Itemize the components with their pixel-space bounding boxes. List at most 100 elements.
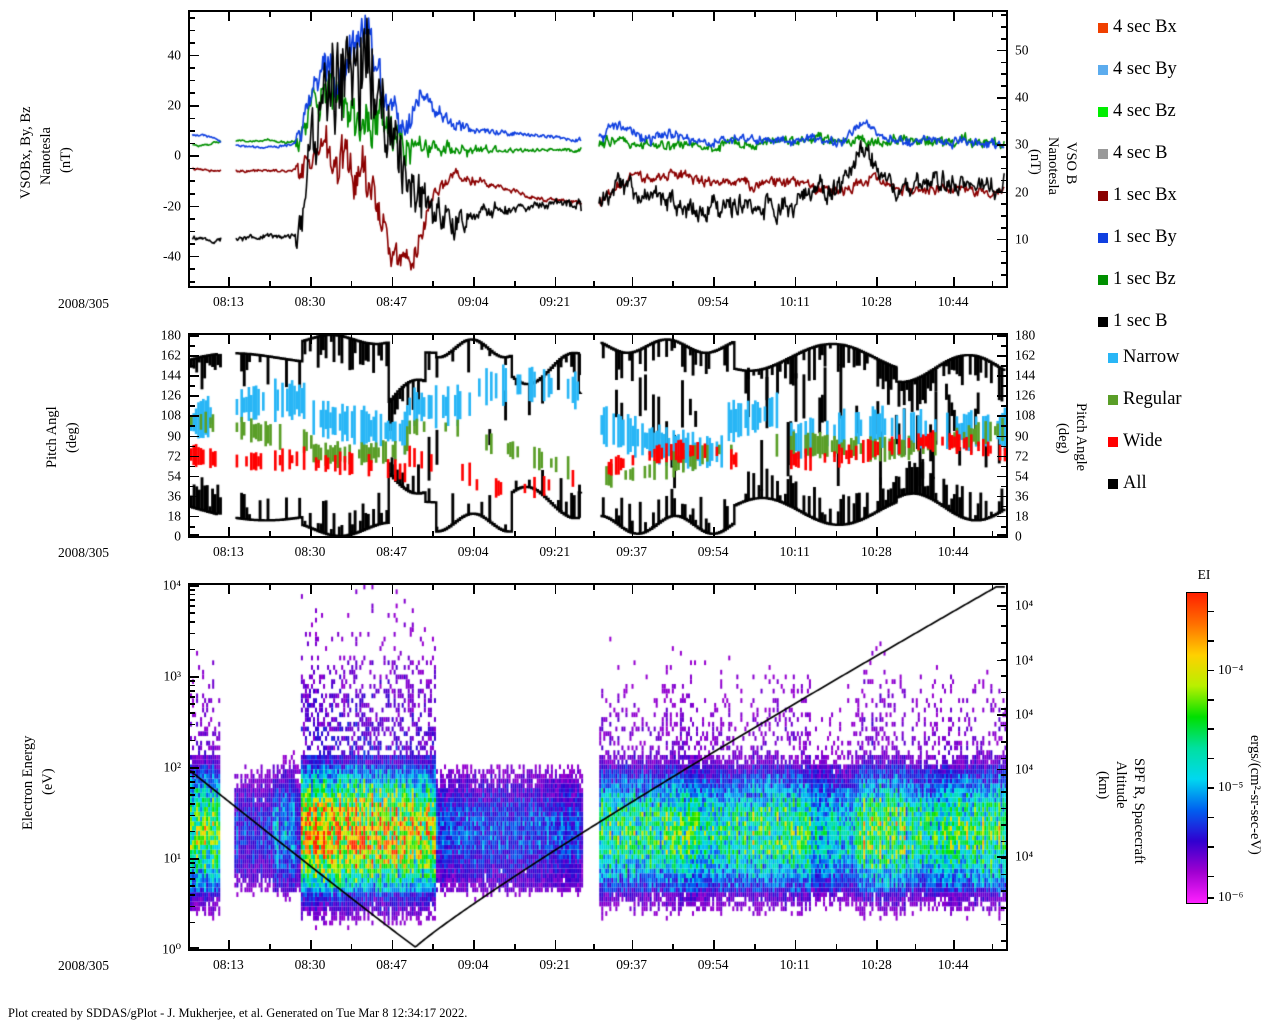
panel3-ylabel-right-units2: (km) <box>1095 771 1112 800</box>
panel3-ylabel-right-units: Altitude <box>1113 761 1130 809</box>
panel2-ytick-right: 0 <box>1015 528 1022 544</box>
legend-item-4-sec-bx[interactable]: 4 sec Bx <box>1098 18 1177 37</box>
panel2-ytick-right: 126 <box>1015 387 1036 403</box>
legend-swatch-icon <box>1098 275 1108 286</box>
panel2-ytick-left: 180 <box>160 327 181 343</box>
panel-pitch-angle <box>188 333 1008 538</box>
footer-credit: Plot created by SDDAS/gPlot - J. Mukherj… <box>8 1006 468 1020</box>
legend-swatch-icon <box>1108 479 1118 490</box>
time-tick-label: 09:04 <box>457 544 489 559</box>
time-tick-label: 09:04 <box>457 294 489 309</box>
time-tick-label: 08:47 <box>376 544 407 559</box>
panel2-ylabel-right: Pitch Angle <box>1073 402 1090 472</box>
legend-swatch-icon <box>1108 437 1118 448</box>
panel-magnetic-field <box>188 10 1008 288</box>
time-tick-label: 08:13 <box>213 957 244 972</box>
panel2-ytick-left: 36 <box>167 488 182 504</box>
time-tick-label: 09:21 <box>539 544 571 559</box>
panel3-ytick-right: 10⁴ <box>1015 761 1034 777</box>
time-tick-label: 09:21 <box>539 294 571 309</box>
magnetic-field-canvas <box>190 12 1006 286</box>
time-tick-label: 09:37 <box>616 957 647 972</box>
legend-label: 4 sec Bz <box>1113 101 1176 121</box>
panel2-ylabel-left: Pitch Angl <box>44 406 60 468</box>
time-tick-label: 08:13 <box>213 294 244 309</box>
panel1-ylabel-right-units2: (nT) <box>1027 148 1044 175</box>
time-tick-label: 10:28 <box>861 544 892 559</box>
legend-label: Wide <box>1123 431 1163 451</box>
legend-item-1-sec-bz[interactable]: 1 sec Bz <box>1098 270 1176 289</box>
time-tick-label: 10:44 <box>937 294 969 309</box>
time-tick-label: 08:47 <box>376 294 407 309</box>
panel1-ytick-right: 30 <box>1015 136 1029 152</box>
panel2-ytick-left: 144 <box>160 367 181 383</box>
legend-label: 4 sec Bx <box>1113 17 1177 37</box>
panel1-ytick-left: 40 <box>167 46 182 62</box>
legend-swatch-icon <box>1098 107 1108 118</box>
legend-swatch-icon <box>1098 65 1108 76</box>
legend-item-all[interactable]: All <box>1108 474 1147 493</box>
panel1-ytick-right: 40 <box>1015 89 1029 105</box>
panel2-ytick-left: 126 <box>160 387 181 403</box>
legend-label: 1 sec By <box>1113 227 1177 247</box>
legend-swatch-icon <box>1098 317 1108 328</box>
panel2-ytick-left: 72 <box>167 447 182 463</box>
legend-item-1-sec-bx[interactable]: 1 sec Bx <box>1098 186 1177 205</box>
colorbar <box>1186 592 1208 904</box>
legend-label: All <box>1123 473 1147 493</box>
panel3-ytick-left: 10² <box>163 759 181 775</box>
legend: 4 sec Bx 4 sec By 4 sec Bz 4 sec B 1 sec Bx 1… <box>1090 0 1280 500</box>
time-tick-label: 08:30 <box>294 544 326 559</box>
panel2-ytick-right: 108 <box>1015 407 1036 423</box>
legend-label: Regular <box>1123 389 1182 409</box>
time-tick-label: 10:11 <box>779 294 810 309</box>
legend-item-regular[interactable]: Regular <box>1108 390 1182 409</box>
colorbar-tick-label: 10⁻⁵ <box>1218 779 1244 795</box>
panel3-ytick-right: 10⁴ <box>1015 651 1034 667</box>
legend-item-4-sec-bz[interactable]: 4 sec Bz <box>1098 102 1176 121</box>
panel3-ylabel-left-units: (eV) <box>40 768 56 796</box>
time-tick-label: 10:44 <box>937 957 969 972</box>
panel1-ylabel-right-units: Nanotesla <box>1045 137 1062 195</box>
legend-item-1-sec-b[interactable]: 1 sec B <box>1098 312 1167 331</box>
panel3-ytick-left: 10³ <box>163 668 181 684</box>
panel3-ylabel-right: SPF R, Spacecraft <box>1131 758 1148 864</box>
legend-swatch-icon <box>1098 191 1108 202</box>
panel2-ytick-right: 144 <box>1015 367 1036 383</box>
time-tick-label: 09:04 <box>457 957 489 972</box>
panel3-ytick-left: 10⁰ <box>162 941 181 957</box>
panel2-ytick-left: 108 <box>160 407 181 423</box>
legend-item-narrow[interactable]: Narrow <box>1108 348 1180 367</box>
panel1-ytick-right: 20 <box>1015 183 1029 199</box>
legend-label: 4 sec By <box>1113 59 1177 79</box>
time-tick-label: 08:30 <box>294 294 326 309</box>
legend-item-4-sec-by[interactable]: 4 sec By <box>1098 60 1177 79</box>
panel1-ylabel-left-units2: (nT) <box>58 147 74 173</box>
panel2-ytick-right: 180 <box>1015 327 1036 343</box>
legend-item-4-sec-b[interactable]: 4 sec B <box>1098 144 1167 163</box>
panel2-ytick-right: 18 <box>1015 508 1029 524</box>
panel3-ylabel-left: Electron Energy <box>20 735 36 830</box>
legend-item-wide[interactable]: Wide <box>1108 432 1162 451</box>
panel3-ytick-right: 10⁴ <box>1015 848 1034 864</box>
panel3-ytick-right: 10⁴ <box>1015 706 1034 722</box>
panel1-ylabel-left: VSOBx, By, Bz <box>18 106 34 200</box>
time-tick-label: 08:47 <box>376 957 407 972</box>
time-tick-label: 09:21 <box>539 957 571 972</box>
time-tick-label: 09:54 <box>697 294 729 309</box>
panel1-ylabel-right: VSO B <box>1063 141 1080 185</box>
panel1-ytick-left: 0 <box>174 147 181 163</box>
colorbar-tick-label: 10⁻⁶ <box>1218 889 1244 905</box>
panel2-date-label: 2008/305 <box>58 545 110 560</box>
panel3-ytick-left: 10¹ <box>163 850 181 866</box>
time-tick-label: 09:54 <box>697 957 729 972</box>
colorbar-unit-label: ergs/(cm²-sr-sec-eV) <box>1246 690 1263 900</box>
panel2-ytick-right: 36 <box>1015 488 1029 504</box>
colorbar-title: EI <box>1197 567 1211 582</box>
colorbar-unit-text: ergs/(cm²-sr-sec-eV) <box>1247 735 1264 855</box>
panel2-ylabel-left-units: (deg) <box>64 422 80 454</box>
legend-item-1-sec-by[interactable]: 1 sec By <box>1098 228 1177 247</box>
panel1-ytick-left: -40 <box>163 248 181 264</box>
panel2-ytick-left: 162 <box>160 347 181 363</box>
